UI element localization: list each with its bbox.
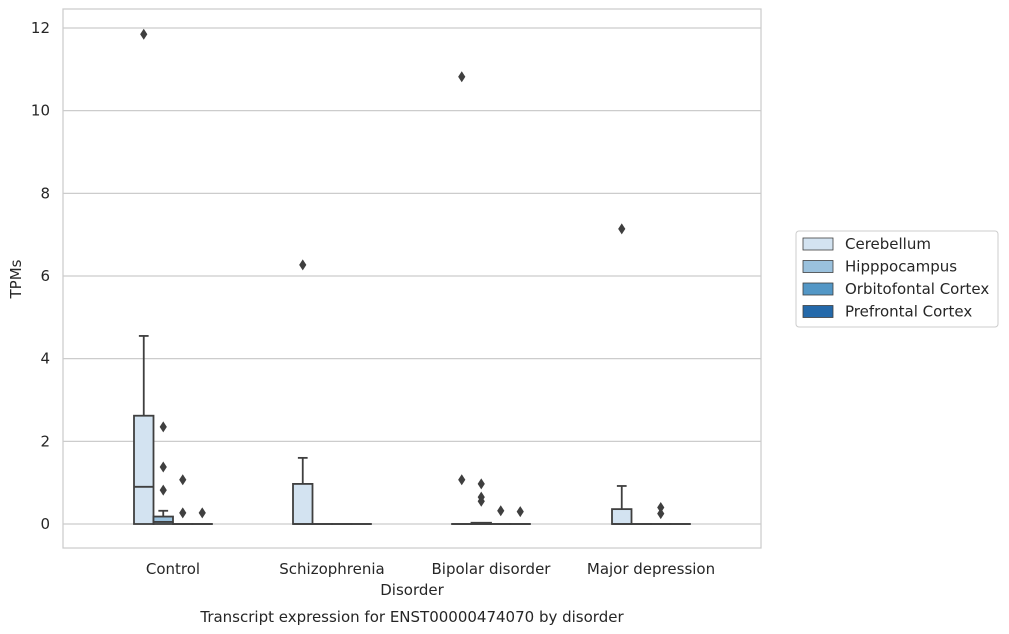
box-group-major-depression bbox=[611, 223, 691, 525]
chart-caption: Transcript expression for ENST0000047407… bbox=[199, 608, 624, 626]
outlier-point bbox=[477, 495, 485, 507]
box-group-schizophrenia bbox=[292, 259, 372, 525]
y-tick-label: 0 bbox=[40, 515, 50, 533]
outlier-point bbox=[657, 508, 665, 520]
outlier-point bbox=[477, 478, 485, 490]
outlier-point bbox=[140, 28, 148, 40]
box bbox=[611, 508, 633, 525]
outlier-point bbox=[657, 501, 665, 513]
box bbox=[133, 414, 155, 525]
legend-label: Hipppocampus bbox=[845, 258, 957, 276]
outlier-point bbox=[179, 507, 187, 519]
outlier-point bbox=[159, 421, 167, 433]
y-tick-label: 2 bbox=[40, 432, 50, 450]
outlier-point bbox=[497, 505, 505, 517]
y-tick-label: 12 bbox=[31, 19, 50, 37]
x-tick-label: Control bbox=[146, 560, 200, 578]
legend-label: Prefrontal Cortex bbox=[845, 303, 972, 321]
outlier-point bbox=[458, 71, 466, 83]
legend-label: Orbitofontal Cortex bbox=[845, 280, 989, 298]
legend-swatch bbox=[802, 305, 834, 318]
outlier-point bbox=[516, 506, 524, 518]
y-tick-label: 10 bbox=[31, 102, 50, 120]
box bbox=[292, 483, 314, 525]
x-tick-label: Bipolar disorder bbox=[432, 560, 552, 578]
y-gridlines bbox=[63, 27, 761, 525]
y-tick-labels: 0 2 4 6 8 10 12 bbox=[31, 19, 50, 533]
legend-swatch bbox=[802, 237, 834, 251]
box bbox=[152, 515, 174, 525]
outlier-point bbox=[179, 474, 187, 486]
x-tick-label: Schizophrenia bbox=[279, 560, 384, 578]
y-axis-label: TPMs bbox=[7, 259, 25, 299]
legend-swatch bbox=[802, 282, 834, 296]
y-tick-label: 6 bbox=[40, 267, 50, 285]
x-tick-label: Major depression bbox=[587, 560, 715, 578]
box-group-control bbox=[133, 28, 213, 525]
legend-swatch bbox=[802, 260, 834, 273]
legend-label: Cerebellum bbox=[845, 235, 931, 253]
y-tick-label: 8 bbox=[40, 184, 50, 202]
legend: Cerebellum Hipppocampus Orbitofontal Corte… bbox=[795, 230, 999, 328]
outlier-point bbox=[159, 461, 167, 473]
outlier-point bbox=[458, 474, 466, 486]
x-axis-label: Disorder bbox=[380, 581, 444, 599]
box-group-bipolar-disorder bbox=[451, 71, 531, 525]
legend-frame bbox=[795, 230, 999, 328]
x-tick-labels: Control Schizophrenia Bipolar disorder Majo… bbox=[146, 560, 715, 578]
outlier-point bbox=[159, 484, 167, 496]
y-tick-label: 4 bbox=[40, 350, 50, 368]
plot-area-frame bbox=[62, 8, 762, 549]
outlier-point bbox=[618, 223, 626, 235]
outlier-point bbox=[299, 259, 307, 271]
box-groups bbox=[133, 28, 691, 525]
outlier-point bbox=[198, 507, 206, 519]
